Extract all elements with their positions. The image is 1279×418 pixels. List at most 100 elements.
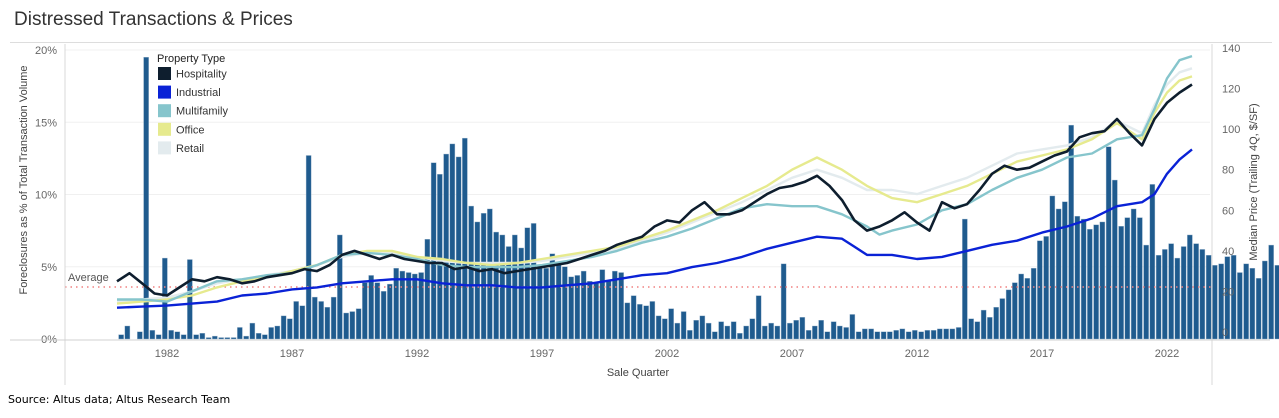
- bar: [530, 223, 537, 340]
- x-tick: 1997: [530, 348, 554, 360]
- bar: [1074, 215, 1081, 340]
- bar: [118, 334, 124, 340]
- bar: [1155, 254, 1162, 340]
- bar: [149, 330, 156, 340]
- bar: [218, 337, 224, 340]
- bar: [312, 296, 318, 340]
- y-right-axis-title: Median Price (Trailing 4Q, $/SF): [1248, 103, 1260, 260]
- legend-label-hospitality: Hospitality: [176, 69, 227, 81]
- x-tick: 1987: [280, 348, 304, 360]
- bar: [655, 315, 662, 340]
- bar: [474, 221, 481, 340]
- bar: [812, 325, 818, 340]
- y-left-tick: 15%: [35, 117, 57, 129]
- bar: [599, 269, 606, 340]
- bar: [305, 155, 312, 340]
- bar: [637, 304, 643, 340]
- x-tick: 2022: [1155, 348, 1179, 360]
- bar: [587, 281, 593, 340]
- bar: [1237, 272, 1243, 340]
- bar: [1255, 278, 1262, 340]
- bar: [1118, 226, 1124, 340]
- bar: [905, 331, 912, 340]
- bar: [762, 325, 768, 340]
- bar: [480, 213, 487, 340]
- bar: [924, 330, 931, 340]
- bar: [355, 308, 362, 340]
- average-line: Average: [65, 272, 1212, 288]
- bar: [643, 305, 649, 340]
- bar: [574, 275, 581, 340]
- bar: [424, 239, 431, 340]
- bar: [380, 291, 387, 340]
- bar: [268, 327, 274, 340]
- bar: [874, 331, 881, 340]
- bar: [180, 334, 187, 340]
- line-multifamily: [117, 54, 1193, 303]
- x-tick: 1982: [155, 348, 179, 360]
- bar: [549, 253, 556, 340]
- bar: [768, 322, 774, 340]
- legend-swatch-office: [158, 122, 171, 136]
- bar: [943, 328, 949, 340]
- y-right-tick: 40: [1222, 246, 1234, 258]
- legend-label-office: Office: [176, 124, 205, 136]
- bar: [249, 322, 256, 340]
- bar: [455, 156, 462, 340]
- bar: [1005, 289, 1012, 340]
- bar: [1243, 263, 1249, 340]
- bar: [880, 331, 887, 340]
- y-right-tick: 100: [1222, 124, 1240, 136]
- bar: [418, 272, 424, 340]
- bar: [805, 330, 812, 340]
- bar: [1174, 257, 1181, 340]
- bar: [912, 330, 918, 340]
- legend: Property Type Hospitality Industrial Multif…: [157, 53, 228, 155]
- bar: [449, 143, 456, 340]
- bar: [718, 321, 724, 340]
- bar: [993, 307, 999, 340]
- legend-swatch-hospitality: [158, 67, 171, 80]
- bar: [974, 321, 981, 340]
- bar: [830, 321, 837, 340]
- bar: [518, 247, 524, 340]
- legend-title: Property Type: [157, 53, 225, 65]
- bar: [824, 331, 831, 340]
- legend-swatch-multifamily: [158, 104, 171, 118]
- bar: [568, 276, 574, 340]
- bar: [399, 270, 406, 340]
- bar: [1262, 260, 1268, 340]
- x-tick: 2017: [1030, 348, 1054, 360]
- x-tick: 2007: [780, 348, 804, 360]
- bar: [930, 330, 937, 340]
- bar: [843, 327, 849, 340]
- bar: [1037, 240, 1043, 340]
- bar: [618, 272, 624, 340]
- bar: [1168, 243, 1174, 340]
- bar: [1055, 208, 1062, 340]
- bar: [205, 337, 212, 340]
- bar: [1124, 217, 1131, 340]
- bar: [968, 318, 974, 340]
- bar: [1212, 265, 1218, 340]
- y-right-tick: 80: [1222, 165, 1234, 177]
- y-right-tick: 120: [1222, 84, 1240, 96]
- bar: [1143, 244, 1149, 340]
- bar: [1024, 278, 1031, 340]
- bar: [612, 270, 618, 340]
- bar: [680, 311, 687, 340]
- bar: [468, 205, 474, 340]
- bar: [705, 322, 712, 340]
- bar: [799, 317, 806, 340]
- bar: [1130, 208, 1137, 340]
- bar: [737, 333, 743, 340]
- bar: [855, 331, 862, 340]
- x-tick: 2002: [655, 348, 679, 360]
- bar: [262, 334, 268, 340]
- bar: [1087, 228, 1093, 340]
- bar: [580, 270, 587, 340]
- source-note: Source: Altus data; Altus Research Team: [8, 393, 231, 406]
- line-series: [116, 54, 1193, 309]
- bar: [1149, 184, 1156, 340]
